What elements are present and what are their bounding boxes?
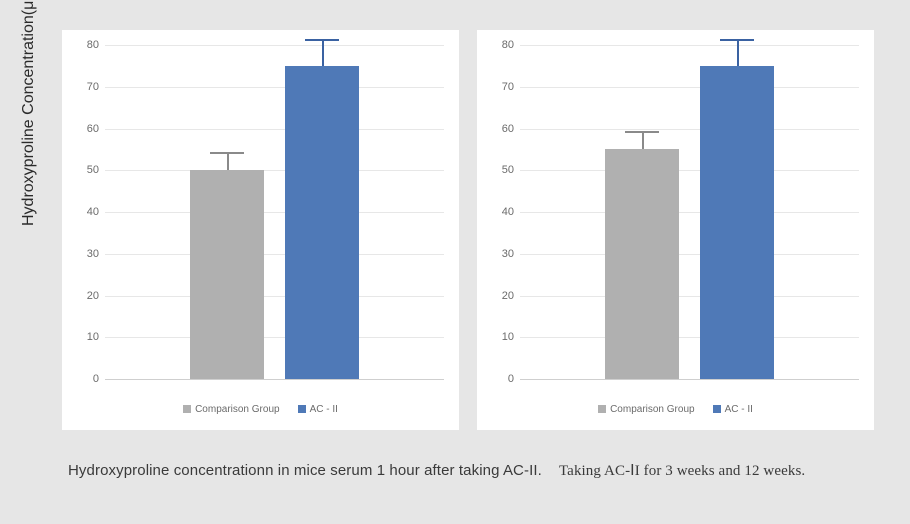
gridline	[520, 254, 859, 255]
y-tick-label: 70	[486, 81, 514, 93]
legend-swatch	[298, 405, 306, 413]
gridline	[520, 296, 859, 297]
y-tick-label: 40	[71, 206, 99, 218]
bar	[190, 170, 265, 379]
legend-text: AC - II	[310, 404, 338, 415]
gridline	[105, 87, 444, 88]
error-bar	[737, 41, 739, 66]
gridline	[105, 379, 444, 380]
error-cap	[625, 131, 659, 133]
y-tick-label: 70	[71, 81, 99, 93]
gridline	[105, 337, 444, 338]
gridline	[105, 212, 444, 213]
legend-item: AC - II	[298, 404, 338, 415]
caption-text-b: Taking AC-ⅠI for 3 weeks and 12 weeks.	[559, 463, 805, 479]
gridline	[520, 337, 859, 338]
chart-panel-left: 01020304050607080 Comparison GroupAC - I…	[62, 30, 459, 430]
error-bar	[322, 41, 324, 66]
legend: Comparison Group AC - II	[478, 404, 873, 415]
caption-text-a: Hydroxyproline concentrationn in mice se…	[68, 462, 542, 479]
gridline	[520, 212, 859, 213]
chart-panel-right: 01020304050607080 Comparison GroupAC - I…	[477, 30, 874, 430]
gridline	[520, 45, 859, 46]
y-tick-label: 60	[486, 123, 514, 135]
gridline	[520, 379, 859, 380]
y-tick-label: 50	[486, 164, 514, 176]
bar	[285, 66, 360, 379]
bar	[605, 149, 680, 379]
gridline	[105, 129, 444, 130]
y-tick-label: 30	[486, 248, 514, 260]
legend-item: Comparison Group	[598, 404, 694, 415]
gridline	[520, 170, 859, 171]
legend-text: Comparison Group	[195, 404, 279, 415]
bar	[700, 66, 775, 379]
legend-text: Comparison Group	[610, 404, 694, 415]
y-tick-label: 80	[486, 39, 514, 51]
y-tick-label: 0	[71, 373, 99, 385]
error-bar	[642, 133, 644, 150]
y-tick-label: 30	[71, 248, 99, 260]
y-tick-label: 20	[71, 290, 99, 302]
legend-swatch	[183, 405, 191, 413]
error-cap	[210, 152, 244, 154]
y-tick-label: 10	[486, 331, 514, 343]
error-bar	[227, 154, 229, 171]
gridline	[105, 45, 444, 46]
legend-item: AC - II	[713, 404, 753, 415]
axis-area: 01020304050607080	[520, 45, 859, 379]
y-tick-label: 80	[71, 39, 99, 51]
y-axis-label: Hydroxyproline Concentration(μm/ml)	[20, 0, 38, 226]
gridline	[520, 87, 859, 88]
gridline	[105, 170, 444, 171]
charts-row: 01020304050607080 Comparison GroupAC - I…	[62, 30, 874, 430]
y-tick-label: 10	[71, 331, 99, 343]
y-tick-label: 0	[486, 373, 514, 385]
y-tick-label: 20	[486, 290, 514, 302]
error-cap	[720, 39, 754, 41]
legend-swatch	[598, 405, 606, 413]
y-tick-label: 50	[71, 164, 99, 176]
y-tick-label: 60	[71, 123, 99, 135]
gridline	[520, 129, 859, 130]
legend-item: Comparison Group	[183, 404, 279, 415]
card: Hydroxyproline Concentration(μm/ml) 0102…	[6, 6, 904, 518]
legend-swatch	[713, 405, 721, 413]
y-tick-label: 40	[486, 206, 514, 218]
error-cap	[305, 39, 339, 41]
gridline	[105, 254, 444, 255]
gridline	[105, 296, 444, 297]
axis-area: 01020304050607080	[105, 45, 444, 379]
legend: Comparison Group AC - II	[63, 404, 458, 415]
caption: Hydroxyproline concentrationn in mice se…	[68, 461, 805, 480]
legend-text: AC - II	[725, 404, 753, 415]
